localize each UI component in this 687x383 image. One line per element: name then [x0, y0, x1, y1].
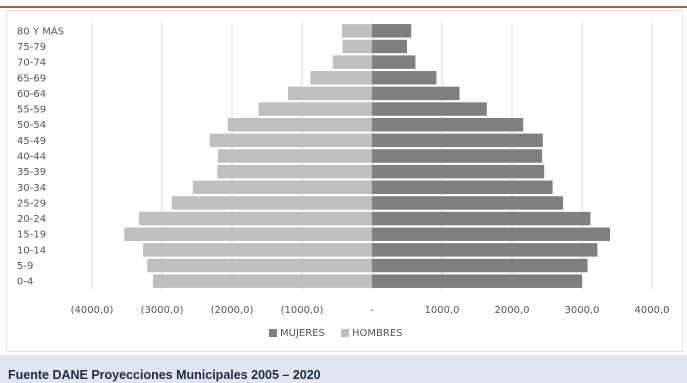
bar-hombres	[147, 258, 372, 273]
bar-mujeres	[372, 196, 564, 210]
bar-mujeres	[372, 180, 553, 195]
bar-hombres	[218, 149, 372, 163]
caption-bar: Fuente DANE Proyecciones Municipales 200…	[0, 355, 687, 383]
y-tick-label: 35-39	[17, 167, 46, 178]
y-tick-label: 60-64	[17, 89, 46, 100]
y-tick-label: 30-34	[17, 183, 46, 194]
bar-hombres	[341, 24, 372, 38]
bar-hombres	[209, 133, 372, 148]
x-tick-label: 1000,0	[425, 305, 460, 316]
y-tick-label: 40-44	[17, 152, 46, 163]
bar-mujeres	[372, 102, 487, 116]
bar-hombres	[258, 102, 372, 116]
legend-swatch-hombres	[341, 329, 349, 337]
y-tick-label: 70-74	[17, 58, 46, 69]
chart-area: 0-4 5-9 10-14 15-19 20-24 25-29 30-34 35-39 40-4…	[6, 10, 683, 352]
bar-hombres	[227, 117, 372, 132]
bar-mujeres	[372, 164, 545, 179]
y-tick-label: 15-19	[17, 230, 46, 241]
source-caption: Fuente DANE Proyecciones Municipales 200…	[8, 368, 321, 382]
top-accent-rule	[0, 6, 687, 8]
bar-mujeres	[372, 258, 588, 273]
bar-mujeres	[372, 39, 407, 54]
x-tick-label: 3000,0	[565, 305, 600, 316]
y-tick-label: 25-29	[17, 198, 46, 209]
x-tick-label: -	[370, 305, 374, 316]
bar-mujeres	[372, 211, 591, 226]
x-tick-label: 4000,0	[635, 305, 670, 316]
bar-mujeres	[372, 243, 598, 257]
bar-hombres	[192, 180, 372, 195]
bar-mujeres	[372, 86, 460, 101]
bar-hombres	[124, 227, 372, 241]
y-tick-label: 55-59	[17, 105, 46, 116]
legend-label-mujeres: MUJERES	[280, 328, 325, 339]
bar-hombres	[342, 39, 372, 54]
x-tick-label: (1000,0)	[281, 305, 324, 316]
y-tick-label: 10-14	[17, 245, 46, 256]
legend-label-hombres: HOMBRES	[352, 328, 403, 339]
x-tick-label: (4000,0)	[71, 305, 114, 316]
bar-mujeres	[372, 133, 543, 148]
bar-hombres	[152, 274, 372, 288]
y-tick-label: 65-69	[17, 73, 46, 84]
bar-hombres	[310, 71, 372, 85]
bar-mujeres	[372, 55, 416, 69]
x-tick-label: 2000,0	[495, 305, 530, 316]
y-tick-label: 5-9	[17, 261, 33, 272]
bar-mujeres	[372, 24, 412, 38]
y-tick-label: 20-24	[17, 214, 46, 225]
y-tick-label: 0-4	[17, 277, 33, 288]
x-tick-label: (3000,0)	[141, 305, 184, 316]
bar-mujeres	[372, 227, 610, 241]
bar-mujeres	[372, 71, 437, 85]
bar-hombres	[143, 243, 372, 257]
bar-hombres	[138, 211, 372, 226]
y-tick-label: 80 Y MÁS	[17, 24, 64, 37]
bar-hombres	[332, 55, 372, 69]
bar-mujeres	[372, 274, 582, 288]
x-tick-label: (2000,0)	[211, 305, 254, 316]
bar-mujeres	[372, 117, 524, 132]
legend-swatch-mujeres	[269, 329, 277, 337]
bar-mujeres	[372, 149, 543, 163]
y-tick-label: 75-79	[17, 42, 46, 53]
bar-hombres	[217, 164, 372, 179]
bar-hombres	[171, 196, 372, 210]
y-tick-label: 50-54	[17, 120, 46, 131]
bar-hombres	[288, 86, 372, 101]
y-tick-label: 45-49	[17, 136, 46, 147]
population-pyramid-chart: 0-4 5-9 10-14 15-19 20-24 25-29 30-34 35-39 40-4…	[17, 23, 670, 339]
